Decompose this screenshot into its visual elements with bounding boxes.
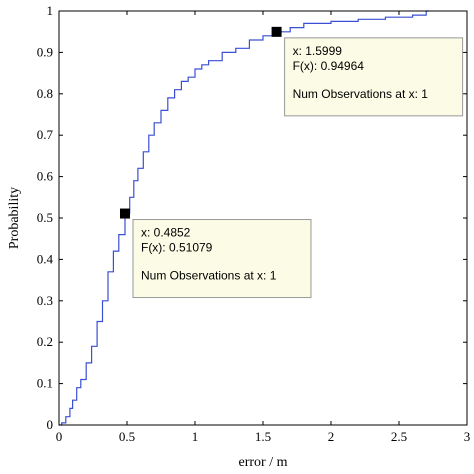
y-tick-label: 0.4 bbox=[37, 251, 54, 266]
data-tip-text: F(x): 0.51079 bbox=[141, 241, 213, 255]
y-axis-label: Probability bbox=[7, 187, 22, 249]
data-tip-text: F(x): 0.94964 bbox=[293, 59, 365, 73]
x-tick-label: 2 bbox=[328, 429, 335, 444]
y-tick-label: 0.2 bbox=[37, 334, 53, 349]
x-tick-label: 2.5 bbox=[391, 429, 407, 444]
tick-labels: 0 0.5 1 1.5 2 2.5 3 0 0.1 0.2 0.3 0.4 0.5 0.6 0.7 0.8 0.… bbox=[37, 3, 471, 444]
y-tick-label: 1 bbox=[47, 3, 54, 18]
x-tick-label: 3 bbox=[464, 429, 471, 444]
y-tick-label: 0 bbox=[47, 417, 54, 432]
y-tick-label: 0.9 bbox=[37, 44, 53, 59]
x-tick-label: 1 bbox=[192, 429, 199, 444]
x-tick-label: 1.5 bbox=[255, 429, 271, 444]
y-tick-label: 0.1 bbox=[37, 376, 53, 391]
data-tip-text: x: 1.5999 bbox=[293, 44, 343, 58]
y-tick-label: 0.8 bbox=[37, 86, 53, 101]
data-tip-text: x: 0.4852 bbox=[141, 226, 191, 240]
cdf-line bbox=[59, 10, 429, 426]
x-axis-label: error / m bbox=[239, 455, 288, 470]
data-tip-box bbox=[284, 37, 464, 117]
data-tip-text: Num Observations at x: 1 bbox=[141, 269, 277, 283]
y-tick-label: 0.3 bbox=[37, 293, 53, 308]
y-tick-label: 0.5 bbox=[37, 210, 53, 225]
x-tick-label: 0.5 bbox=[119, 429, 135, 444]
data-tip-marker[interactable] bbox=[119, 208, 130, 219]
x-tick-label: 0 bbox=[56, 429, 63, 444]
data-tip-text: Num Observations at x: 1 bbox=[293, 87, 429, 101]
y-tick-label: 0.6 bbox=[37, 169, 54, 184]
data-tip-marker[interactable] bbox=[271, 26, 282, 37]
y-tick-label: 0.7 bbox=[37, 127, 54, 142]
plot-frame bbox=[58, 10, 468, 426]
data-tip-box bbox=[132, 219, 312, 299]
